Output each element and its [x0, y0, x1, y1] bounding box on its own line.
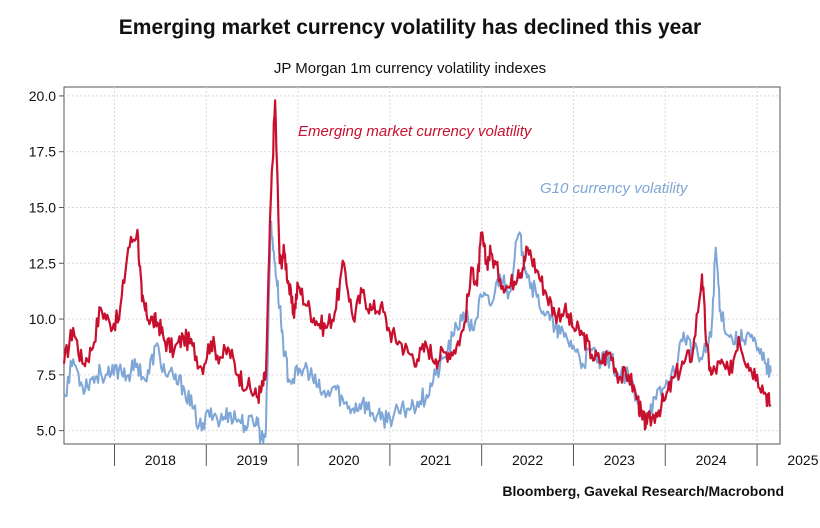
annotation-g10: G10 currency volatility [540, 180, 689, 197]
x-axis-ticks: 2018 2019 2020 2021 2022 2023 2024 2025 [113, 444, 819, 468]
chart-subtitle: JP Morgan 1m currency volatility indexes [273, 60, 547, 77]
plot-area-frame [63, 86, 781, 445]
x-tick-label: 2021 [420, 452, 451, 468]
chart-source: Bloomberg, Gavekal Research/Macrobond [502, 483, 784, 499]
x-tick-label: 2020 [328, 452, 359, 468]
chart-title: Emerging market currency volatility has … [118, 16, 702, 39]
y-tick-label: 12.5 [29, 255, 56, 271]
series-line-g10 [63, 220, 772, 444]
x-tick-label: 2024 [696, 452, 727, 468]
x-tick-label: 2025 [787, 452, 818, 468]
x-tick-label: 2023 [604, 452, 635, 468]
y-tick-label: 17.5 [29, 144, 56, 160]
y-tick-label: 20.0 [29, 88, 56, 104]
series-lines [62, 99, 772, 444]
x-tick-label: 2019 [237, 452, 268, 468]
x-tick-label: 2022 [512, 452, 543, 468]
annotation-em: Emerging market currency volatility [298, 123, 533, 140]
y-tick-label: 7.5 [37, 367, 57, 383]
series-line-em [62, 99, 772, 431]
x-tick-label: 2018 [145, 452, 176, 468]
y-tick-label: 15.0 [29, 199, 56, 215]
y-axis-ticks: 5.0 7.5 10.0 12.5 15.0 17.5 20.0 [29, 88, 64, 439]
y-tick-label: 10.0 [29, 311, 56, 327]
y-tick-label: 5.0 [37, 423, 57, 439]
